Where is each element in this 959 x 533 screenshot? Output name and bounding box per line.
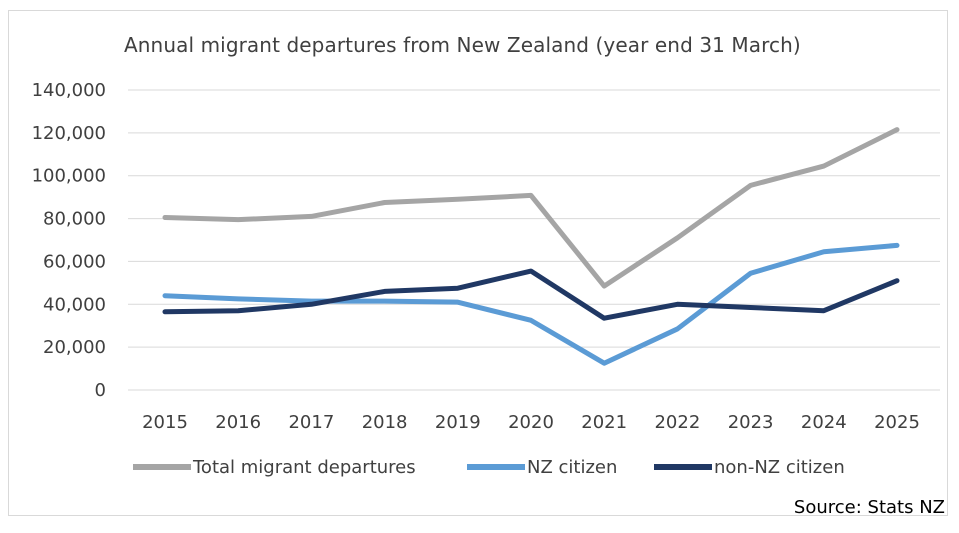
x-tick-label: 2019: [435, 412, 481, 433]
x-tick-label: 2018: [362, 412, 408, 433]
gridlines: [128, 89, 940, 391]
series-line-1: [162, 242, 900, 366]
chart-title: Annual migrant departures from New Zeala…: [124, 33, 801, 57]
x-tick-label: 2024: [801, 412, 847, 433]
series-line-2: [162, 268, 900, 321]
x-tick-label: 2022: [654, 412, 700, 433]
legend: Total migrant departures NZ citizen non-NZ…: [133, 457, 845, 478]
y-axis-ticks: 0 20,000 40,000 60,000 80,000 100,000 120,000 1…: [32, 80, 106, 401]
y-tick-label: 60,000: [43, 251, 106, 272]
y-tick-label: 0: [95, 380, 106, 401]
y-tick-label: 40,000: [43, 294, 106, 315]
y-tick-label: 120,000: [32, 123, 106, 144]
y-tick-label: 140,000: [32, 80, 106, 101]
series-lines: [162, 127, 900, 366]
y-tick-label: 20,000: [43, 337, 106, 358]
legend-label: Total migrant departures: [192, 457, 416, 478]
x-tick-label: 2021: [581, 412, 627, 433]
y-tick-label: 80,000: [43, 209, 106, 230]
legend-label: non-NZ citizen: [714, 457, 845, 478]
x-tick-label: 2017: [288, 412, 334, 433]
source-note: Source: Stats NZ: [793, 497, 945, 518]
x-tick-label: 2016: [215, 412, 261, 433]
series-line-0: [162, 127, 900, 289]
y-tick-label: 100,000: [32, 166, 106, 187]
x-axis-ticks: 2015 2016 2017 2018 2019 2020 2021 2022 2023 2024…: [142, 412, 920, 433]
x-tick-label: 2025: [874, 412, 920, 433]
x-tick-label: 2020: [508, 412, 554, 433]
x-tick-label: 2023: [728, 412, 774, 433]
legend-label: NZ citizen: [527, 457, 617, 478]
x-tick-label: 2015: [142, 412, 188, 433]
